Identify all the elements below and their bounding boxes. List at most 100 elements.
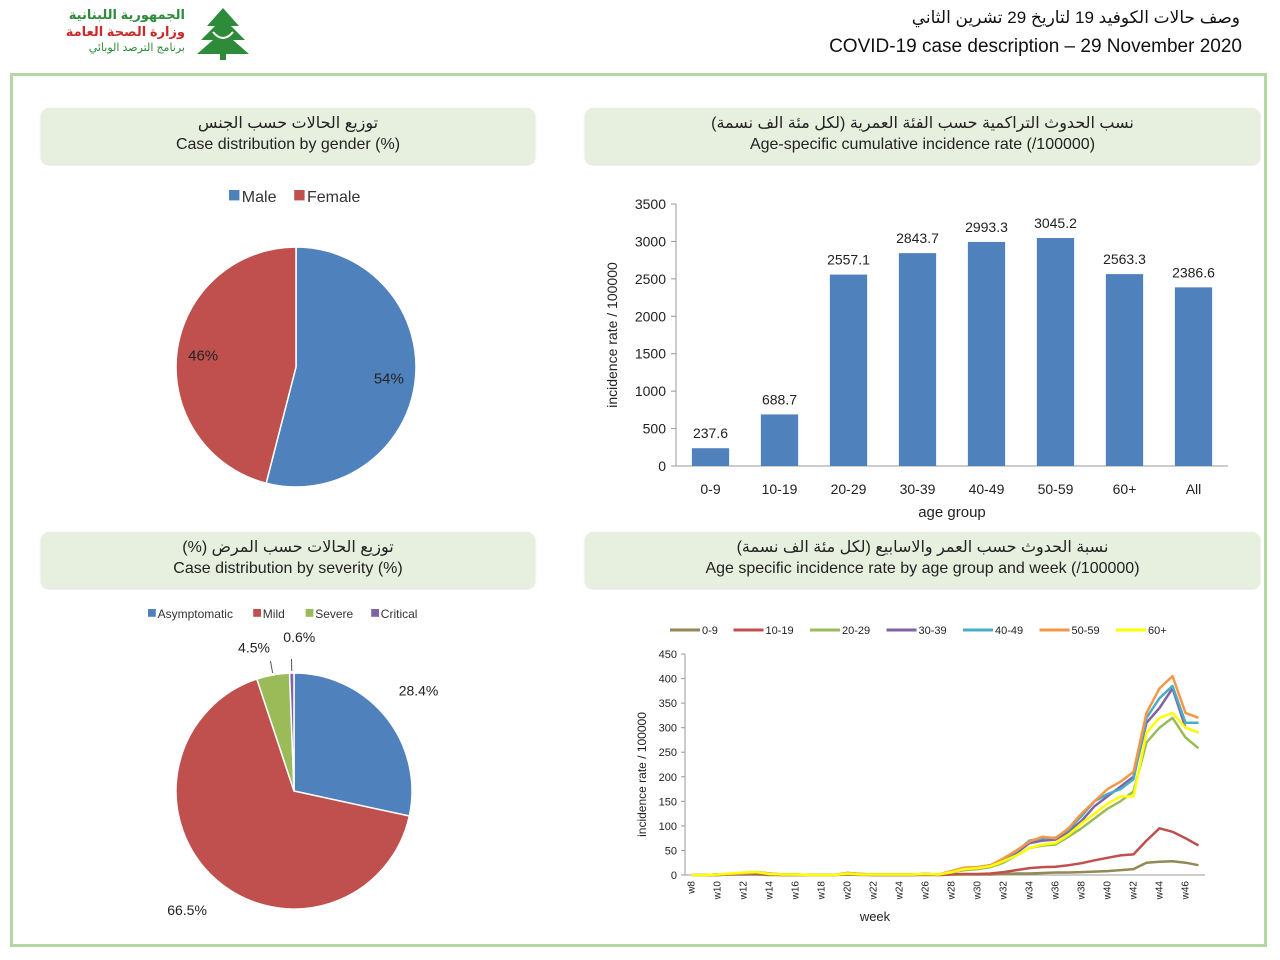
y-tick-label: 150 xyxy=(659,796,677,808)
legend-label-critical: Critical xyxy=(381,607,418,621)
x-tick-label: 10-19 xyxy=(762,481,798,497)
pie-leader-severe xyxy=(269,661,274,674)
y-tick-label: 400 xyxy=(659,674,677,686)
x-axis-title: age group xyxy=(918,504,986,521)
gender-panel-title: توزيع الحالات حسب الجنس Case distributio… xyxy=(41,108,535,164)
bar-value-label: 688.7 xyxy=(762,391,797,407)
legend-swatch-mild xyxy=(253,609,261,617)
header: الجمهورية اللبنانية وزارة الصحة العامة ب… xyxy=(0,0,1280,70)
x-tick-label: 40-49 xyxy=(969,481,1005,497)
x-tick-label: w18 xyxy=(817,881,828,901)
legend-label-0-9: 0-9 xyxy=(702,625,718,637)
y-tick-label: 100 xyxy=(659,821,677,833)
dashboard-frame xyxy=(10,73,1267,947)
legend-label-severe: Severe xyxy=(315,607,353,621)
legend-swatch-critical xyxy=(371,609,379,617)
weekly-panel-title: نسبة الحدوث حسب العمر والاسابيع (لكل مئة… xyxy=(585,532,1260,588)
pie-slice-mild xyxy=(175,678,411,910)
series-line-10-19 xyxy=(691,827,1200,877)
report-title-arabic: وصف حالات الكوفيد 19 لتاريخ 29 تشرين الث… xyxy=(911,8,1240,27)
pie-label-severe: 4.5% xyxy=(238,639,270,655)
bar-20-29 xyxy=(829,274,868,466)
pie-label-male: 54% xyxy=(374,371,404,388)
incidence-bar-chart: 0 500 1000 1500 2000 2500 3000 3500 237.6 0-9 688.… xyxy=(604,196,1228,521)
weekly-line-chart: 0-9 10-19 20-29 30-39 40-49 50-59 60+ 0 50 100 150… xyxy=(635,625,1205,924)
x-tick-label: w8 xyxy=(687,881,698,895)
logo-text: الجمهورية اللبنانية وزارة الصحة العامة ب… xyxy=(55,6,185,57)
bar-value-label: 3045.2 xyxy=(1034,215,1077,231)
bar-value-label: 2993.3 xyxy=(965,219,1008,235)
x-tick-label: w32 xyxy=(999,881,1010,901)
gender-title-english: Case distribution by gender (%) xyxy=(175,136,401,153)
y-tick-label: 450 xyxy=(659,649,677,661)
series-line-50-59 xyxy=(691,674,1199,877)
weekly-title-english: Age specific incidence rate by age group… xyxy=(705,560,1140,577)
series-line-60+ xyxy=(691,711,1199,877)
legend-swatch-asymptomatic xyxy=(148,609,156,617)
pie-label-critical: 0.6% xyxy=(283,629,315,645)
x-tick-label: w12 xyxy=(739,881,750,901)
report-title-english: COVID-19 case description – 29 November … xyxy=(829,36,1242,57)
x-tick-label: 60+ xyxy=(1113,481,1137,497)
bar-30-39 xyxy=(898,253,937,466)
incidence-title-arabic: نسب الحدوث التراكمية حسب الفئة العمرية (… xyxy=(711,115,1134,132)
bar-All xyxy=(1174,287,1213,466)
y-tick-label: 2000 xyxy=(635,308,666,324)
y-tick-label: 350 xyxy=(659,698,677,710)
logo-line-3: برنامج الترصد الوبائي xyxy=(88,42,185,54)
pie-slice-critical xyxy=(288,672,295,792)
legend-swatch-female xyxy=(294,190,305,201)
bar-60+ xyxy=(1105,274,1144,466)
legend-label-female: Female xyxy=(307,189,360,206)
y-tick-label: 0 xyxy=(658,458,666,474)
weekly-title-arabic: نسبة الحدوث حسب العمر والاسابيع (لكل مئة… xyxy=(736,539,1109,556)
x-tick-label: w46 xyxy=(1181,881,1192,901)
y-tick-label: 250 xyxy=(659,747,677,759)
x-tick-label: 50-59 xyxy=(1038,481,1074,497)
x-tick-label: w36 xyxy=(1051,881,1062,901)
gender-title-arabic: توزيع الحالات حسب الجنس xyxy=(197,115,379,132)
x-tick-label: w22 xyxy=(869,881,880,901)
bar-value-label: 2563.3 xyxy=(1103,251,1146,267)
ministry-logo: الجمهورية اللبنانية وزارة الصحة العامة ب… xyxy=(55,4,265,64)
y-tick-label: 50 xyxy=(665,845,677,857)
x-tick-label: w24 xyxy=(895,881,906,901)
gender-pie-chart: Male Female 54% 46% xyxy=(175,189,417,488)
x-tick-label: w34 xyxy=(1025,881,1036,901)
x-tick-label: 0-9 xyxy=(700,481,720,497)
incidence-panel-title: نسب الحدوث التراكمية حسب الفئة العمرية (… xyxy=(585,108,1260,164)
y-tick-label: 3000 xyxy=(635,233,666,249)
y-axis-title: incidence rate / 100000 xyxy=(635,712,649,837)
x-tick-label: w26 xyxy=(921,881,932,901)
y-tick-label: 200 xyxy=(659,772,677,784)
pie-label-asymptomatic: 28.4% xyxy=(399,683,439,699)
y-tick-label: 1000 xyxy=(635,383,666,399)
x-tick-label: w42 xyxy=(1129,881,1140,901)
x-tick-label: 30-39 xyxy=(900,481,936,497)
legend-label-30-39: 30-39 xyxy=(919,625,947,637)
bar-40-49 xyxy=(967,241,1006,466)
severity-title-english: Case distribution by severity (%) xyxy=(173,560,403,577)
x-tick-label: w28 xyxy=(947,881,958,901)
pie-slice-asymptomatic xyxy=(293,672,413,817)
y-tick-label: 1500 xyxy=(635,346,666,362)
x-tick-label: w40 xyxy=(1103,881,1114,901)
x-tick-label: w30 xyxy=(973,881,984,901)
pie-slice-female xyxy=(175,246,297,485)
legend-label-male: Male xyxy=(242,189,277,206)
y-tick-label: 3500 xyxy=(635,196,666,212)
legend-label-10-19: 10-19 xyxy=(766,625,794,637)
legend-label-60+: 60+ xyxy=(1148,625,1167,637)
x-tick-label: w44 xyxy=(1155,881,1166,901)
logo-line-1: الجمهورية اللبنانية xyxy=(68,7,185,22)
bar-50-59 xyxy=(1036,238,1075,466)
legend-label-asymptomatic: Asymptomatic xyxy=(158,607,233,621)
legend-label-mild: Mild xyxy=(263,607,285,621)
bar-10-19 xyxy=(760,414,799,466)
x-tick-label: 20-29 xyxy=(831,481,867,497)
x-axis-title: week xyxy=(859,909,891,924)
bar-value-label: 2386.6 xyxy=(1172,264,1215,280)
severity-pie-chart: Asymptomatic Mild Severe Critical 28.4% 66.5%… xyxy=(148,607,439,918)
y-tick-label: 500 xyxy=(643,421,667,437)
x-tick-label: w20 xyxy=(843,881,854,901)
